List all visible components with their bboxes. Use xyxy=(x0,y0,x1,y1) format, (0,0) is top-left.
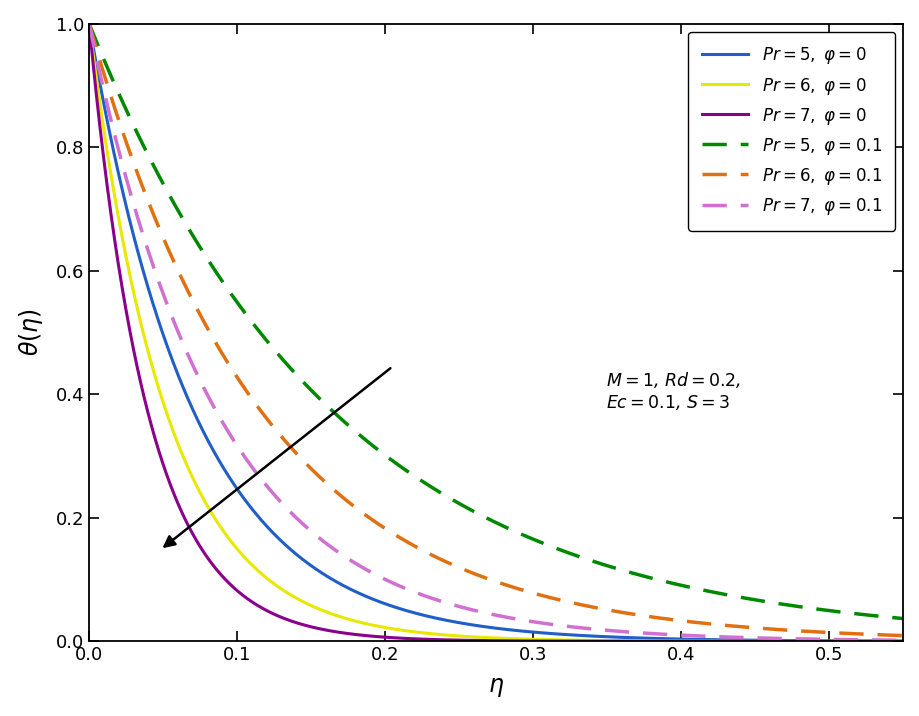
Legend: $Pr = 5,\ \varphi = 0$, $Pr = 6,\ \varphi = 0$, $Pr = 7,\ \varphi = 0$, $Pr = 5,: $Pr = 5,\ \varphi = 0$, $Pr = 6,\ \varph… xyxy=(687,32,894,231)
Text: $M = 1$, $Rd = 0.2$,
$Ec = 0.1$, $S = 3$: $M = 1$, $Rd = 0.2$, $Ec = 0.1$, $S = 3$ xyxy=(606,369,740,412)
X-axis label: $\eta$: $\eta$ xyxy=(488,675,504,700)
Y-axis label: $\theta(\eta)$: $\theta(\eta)$ xyxy=(17,309,45,357)
